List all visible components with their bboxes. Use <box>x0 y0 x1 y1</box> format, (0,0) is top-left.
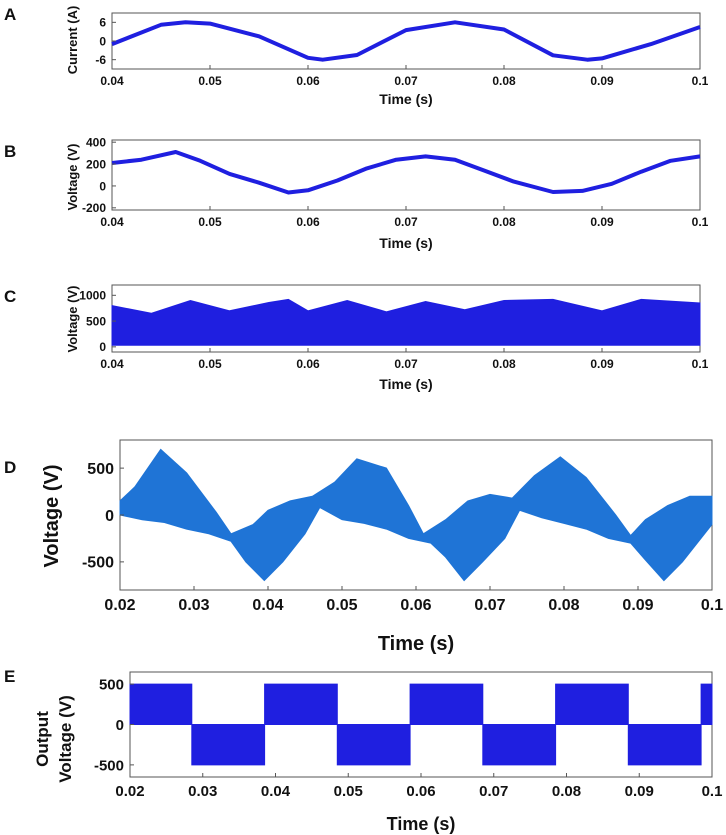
x-axis-title-d: Time (s) <box>378 633 454 655</box>
x-tick-label-e: 0.08 <box>552 783 581 800</box>
x-tick-label-c: 0.08 <box>492 357 516 371</box>
x-tick-label-b: 0.06 <box>296 215 320 229</box>
x-tick-label-c: 0.07 <box>394 357 418 371</box>
y-tick-label-d: 500 <box>87 461 114 478</box>
panel-letter-e: E <box>4 667 15 686</box>
x-tick-label-b: 0.09 <box>590 215 614 229</box>
x-tick-label-d: 0.02 <box>104 597 135 614</box>
y-tick-label-c: 500 <box>86 314 106 328</box>
panel-e-ylabel-line1: Output <box>33 711 52 767</box>
panel-letter-c: C <box>4 287 16 306</box>
x-tick-label-a: 0.08 <box>492 74 516 88</box>
panel-letter-b: B <box>4 142 16 161</box>
x-tick-label-a: 0.07 <box>394 74 418 88</box>
y-tick-label-d: 0 <box>105 508 114 525</box>
series-area-e <box>129 683 713 766</box>
x-tick-label-a: 0.04 <box>100 74 124 88</box>
panel-e-ylabel-line2: Voltage (V) <box>56 695 75 783</box>
x-tick-label-c: 0.05 <box>198 357 222 371</box>
panel-a-ylabel: Current (A) <box>65 6 80 75</box>
x-tick-label-e: 0.06 <box>406 783 435 800</box>
x-tick-label-e: 0.07 <box>479 783 508 800</box>
series-line-a <box>111 20 701 62</box>
y-tick-label-b: 200 <box>86 157 106 171</box>
y-tick-label-e: 0 <box>116 717 124 734</box>
y-tick-label-b: 400 <box>86 136 106 150</box>
x-tick-label-e: 0.09 <box>625 783 654 800</box>
x-tick-label-d: 0.04 <box>252 597 283 614</box>
x-axis-title-b: Time (s) <box>379 235 432 251</box>
y-tick-label-b: 0 <box>99 179 106 193</box>
x-tick-label-c: 0.09 <box>590 357 614 371</box>
x-tick-label-d: 0.05 <box>326 597 357 614</box>
x-tick-label-b: 0.1 <box>692 215 709 229</box>
x-axis-title-c: Time (s) <box>379 376 432 392</box>
x-tick-label-a: 0.06 <box>296 74 320 88</box>
y-tick-label-a: -6 <box>95 53 106 67</box>
x-tick-label-d: 0.09 <box>622 597 653 614</box>
chart-panel-b: 0.04 0.05 0.06 0.07 0.08 0.09 0.1 400 200 0 -200 Ti… <box>82 136 709 251</box>
y-tick-label-b: -200 <box>82 201 106 215</box>
x-tick-label-d: 0.1 <box>701 597 723 614</box>
x-axis-title-e: Time (s) <box>387 814 456 834</box>
x-tick-label-a: 0.1 <box>692 74 709 88</box>
chart-panel-e: 0.02 0.03 0.04 0.05 0.06 0.07 0.08 0.09 0.1 500 0 -… <box>94 671 723 834</box>
x-tick-label-e: 0.05 <box>334 783 363 800</box>
series-band-c <box>111 298 701 346</box>
y-tick-label-a: 0 <box>99 34 106 48</box>
series-band-d <box>119 448 713 582</box>
x-tick-label-e: 0.1 <box>702 783 723 800</box>
x-tick-label-d: 0.07 <box>474 597 505 614</box>
plot-frame-b <box>111 139 701 211</box>
series-line-b <box>111 150 701 195</box>
x-tick-label-b: 0.04 <box>100 215 124 229</box>
x-tick-label-d: 0.03 <box>178 597 209 614</box>
chart-panel-d: 0.02 0.03 0.04 0.05 0.06 0.07 0.08 0.09 0.1 500 0 -… <box>82 439 723 655</box>
panel-b-ylabel: Voltage (V) <box>65 144 80 211</box>
y-tick-label-e: 500 <box>99 677 124 694</box>
y-tick-label-e: -500 <box>94 757 124 774</box>
x-axis-title-a: Time (s) <box>379 91 432 107</box>
x-tick-label-d: 0.06 <box>400 597 431 614</box>
x-tick-label-b: 0.08 <box>492 215 516 229</box>
y-tick-label-d: -500 <box>82 555 114 572</box>
x-tick-label-c: 0.04 <box>100 357 124 371</box>
x-tick-label-e: 0.04 <box>261 783 291 800</box>
y-tick-label-a: 6 <box>99 16 106 30</box>
x-tick-label-a: 0.09 <box>590 74 614 88</box>
panel-letter-a: A <box>4 5 16 24</box>
x-tick-label-b: 0.07 <box>394 215 418 229</box>
panel-letter-d: D <box>4 458 16 477</box>
x-tick-label-c: 0.06 <box>296 357 320 371</box>
y-tick-label-c: 0 <box>99 340 106 354</box>
x-tick-label-b: 0.05 <box>198 215 222 229</box>
panel-c-ylabel: Voltage (V) <box>65 286 80 353</box>
x-tick-label-e: 0.02 <box>115 783 144 800</box>
y-tick-label-c: 1000 <box>79 289 106 303</box>
chart-panel-c: 0.04 0.05 0.06 0.07 0.08 0.09 0.1 1000 500 0 Time … <box>79 284 709 392</box>
panel-d-ylabel: Voltage (V) <box>41 465 63 568</box>
x-tick-label-c: 0.1 <box>692 357 709 371</box>
x-tick-label-a: 0.05 <box>198 74 222 88</box>
x-tick-label-d: 0.08 <box>548 597 579 614</box>
chart-panel-a: 0.04 0.05 0.06 0.07 0.08 0.09 0.1 6 0 -6 Time (s) <box>95 12 709 107</box>
x-tick-label-e: 0.03 <box>188 783 217 800</box>
